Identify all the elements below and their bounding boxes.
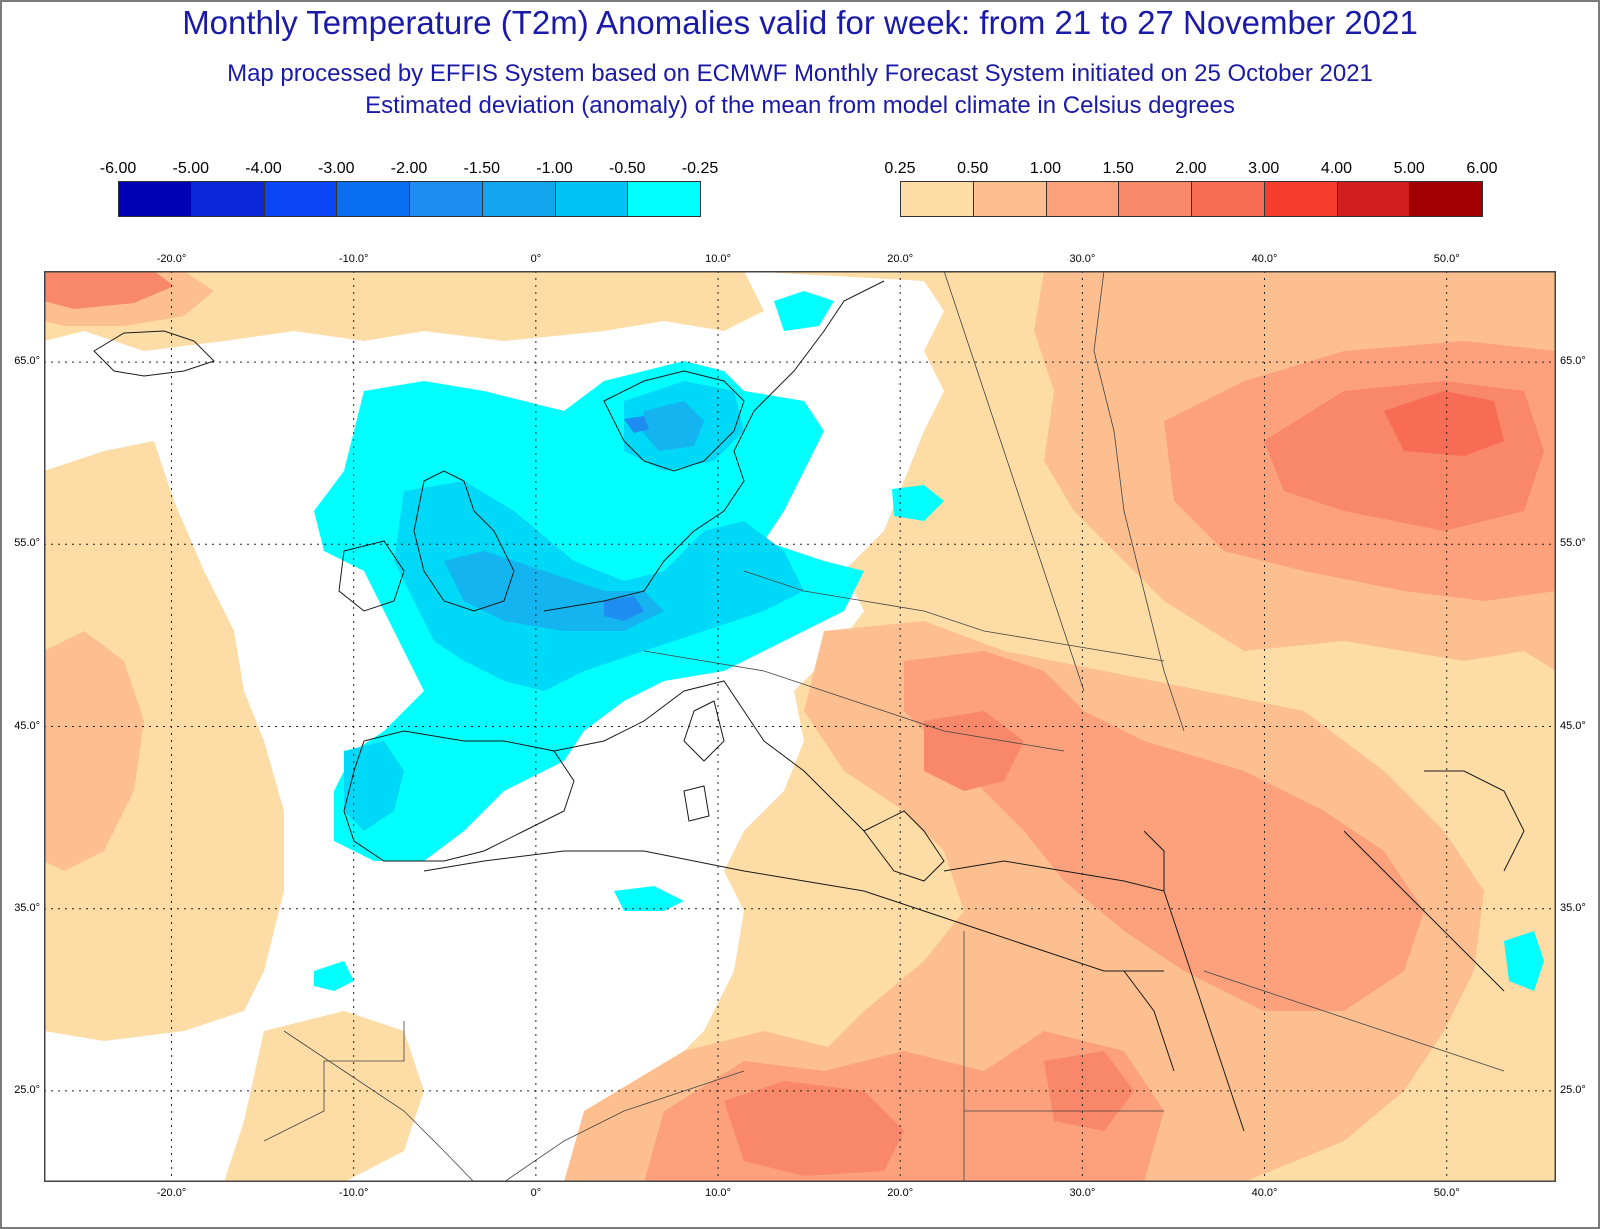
legend-positive-label: 3.00 bbox=[1248, 160, 1280, 177]
red-anomaly-area bbox=[1384, 391, 1504, 456]
map-title: Monthly Temperature (T2m) Anomalies vali… bbox=[182, 4, 1418, 41]
legend-positive-swatch bbox=[1118, 181, 1192, 217]
left-latitude-tick: 65.0° bbox=[14, 355, 40, 368]
cyan-anomaly-area bbox=[892, 485, 944, 521]
legend-positive-label: 5.00 bbox=[1393, 160, 1425, 177]
top-longitude-tick: 40.0° bbox=[1251, 253, 1278, 265]
top-longitude-tick: 20.0° bbox=[887, 253, 914, 265]
legend-positive-label: 2.00 bbox=[1175, 160, 1207, 177]
map-subtitle-processing: Map processed by EFFIS System based on E… bbox=[227, 60, 1373, 87]
legend-positive-label: 4.00 bbox=[1320, 160, 1353, 177]
right-latitude-tick: 35.0° bbox=[1560, 901, 1586, 914]
beige-anomaly-area bbox=[44, 271, 764, 351]
legend-positive-label: 0.25 bbox=[884, 160, 916, 177]
country-borders bbox=[263, 271, 1505, 1182]
legend-positive-swatch bbox=[972, 181, 1047, 217]
legend-positive-swatch bbox=[1409, 181, 1483, 217]
legend-positive-label: 6.00 bbox=[1466, 160, 1498, 177]
cyan-anomaly-area bbox=[774, 291, 834, 331]
top-longitude-tick: 0° bbox=[530, 253, 542, 265]
legend-positive-label: 1.00 bbox=[1029, 160, 1062, 177]
left-latitude-tick: 25.0° bbox=[14, 1083, 40, 1096]
legend-positive-swatch bbox=[1336, 181, 1411, 217]
legend-negative-swatch bbox=[481, 181, 556, 217]
bottom-longitude-tick: 20.0° bbox=[887, 1187, 914, 1199]
legend-positive: 0.25 0.50 1.00 1.50 2.00 3.00 4.00 5.00 6.00 bbox=[884, 160, 1498, 220]
top-longitude-tick: -20.0° bbox=[156, 253, 187, 265]
lightblue-anomaly-area bbox=[394, 481, 804, 691]
cyan-anomaly-area bbox=[314, 961, 354, 991]
right-latitude-tick: 45.0° bbox=[1560, 719, 1586, 732]
legend-negative-swatch bbox=[336, 181, 410, 217]
bottom-longitude-tick: 0° bbox=[530, 1187, 542, 1199]
legend-negative: -6.00 -5.00 -4.00 -3.00 -2.00 -1.50 -1.00 -0.50… bbox=[100, 160, 718, 220]
cyan-anomaly-area bbox=[614, 886, 684, 911]
legend-negative-label: -1.50 bbox=[463, 160, 500, 177]
bottom-longitude-tick: 10.0° bbox=[705, 1187, 731, 1199]
deepblue-anomaly-area bbox=[604, 596, 644, 621]
coral-anomaly-area bbox=[924, 711, 1024, 791]
legend-positive-label: 0.50 bbox=[957, 160, 989, 177]
top-longitude-tick: 10.0° bbox=[705, 253, 731, 265]
legend-positive-swatch bbox=[1191, 181, 1265, 217]
legend-negative-label: -2.00 bbox=[390, 160, 428, 177]
legend-positive-label: 1.50 bbox=[1102, 160, 1134, 177]
negative-anomaly-fields bbox=[314, 291, 1544, 991]
legend-negative-label: -0.50 bbox=[609, 160, 646, 177]
legend-negative-label: -1.00 bbox=[536, 160, 573, 177]
right-latitude-tick: 65.0° bbox=[1560, 355, 1586, 368]
left-latitude-tick: 55.0° bbox=[14, 537, 40, 550]
legend-negative-swatch bbox=[409, 181, 483, 217]
salmon-anomaly-area bbox=[904, 651, 1424, 1011]
midblue-anomaly-area bbox=[642, 401, 704, 451]
map-subtitle-units: Estimated deviation (anomaly) of the mea… bbox=[365, 92, 1235, 119]
coral-anomaly-area bbox=[724, 1081, 904, 1176]
legend-negative-label: -4.00 bbox=[245, 160, 282, 177]
beige-anomaly-area bbox=[44, 441, 284, 1041]
bottom-longitude-tick: 50.0° bbox=[1433, 1187, 1460, 1199]
left-latitude-tick: 35.0° bbox=[14, 901, 40, 914]
coral-anomaly-area bbox=[44, 271, 174, 309]
legend-negative-label: -5.00 bbox=[172, 160, 209, 177]
bottom-longitude-tick: 40.0° bbox=[1251, 1187, 1278, 1199]
cyan-anomaly-area bbox=[1504, 931, 1544, 991]
bottom-longitude-tick: -20.0° bbox=[156, 1187, 187, 1199]
left-latitude-tick: 45.0° bbox=[14, 719, 40, 732]
deepblue-anomaly-area bbox=[624, 416, 649, 433]
legend-negative-swatch bbox=[263, 181, 338, 217]
legend-positive-swatch bbox=[1263, 181, 1338, 217]
right-latitude-tick: 55.0° bbox=[1560, 537, 1586, 550]
top-longitude-tick: 50.0° bbox=[1433, 253, 1460, 265]
anomaly-map bbox=[43, 270, 1557, 1183]
graticule bbox=[44, 271, 1556, 1182]
bottom-longitude-tick: -10.0° bbox=[338, 1187, 369, 1199]
legend-negative-label: -0.25 bbox=[681, 160, 719, 177]
legend-negative-label: -6.00 bbox=[99, 160, 137, 177]
lightblue-anomaly-area bbox=[344, 741, 404, 831]
legend-positive-swatch bbox=[900, 181, 974, 217]
legend-positive-swatch bbox=[1045, 181, 1120, 217]
legend-negative-swatch bbox=[190, 181, 265, 217]
right-latitude-tick: 25.0° bbox=[1560, 1083, 1586, 1096]
legend-negative-swatch bbox=[554, 181, 629, 217]
coastlines bbox=[93, 280, 1525, 1132]
map-panel bbox=[43, 270, 1557, 1183]
legend-negative-swatch bbox=[627, 181, 701, 217]
peach-anomaly-area bbox=[44, 631, 144, 871]
legend-negative-swatch bbox=[118, 181, 192, 217]
top-longitude-tick: 30.0° bbox=[1069, 253, 1096, 265]
legend-negative-label: -3.00 bbox=[318, 160, 355, 177]
bottom-longitude-tick: 30.0° bbox=[1069, 1187, 1096, 1199]
map-border bbox=[43, 270, 1557, 1183]
top-longitude-tick: -10.0° bbox=[338, 253, 369, 265]
